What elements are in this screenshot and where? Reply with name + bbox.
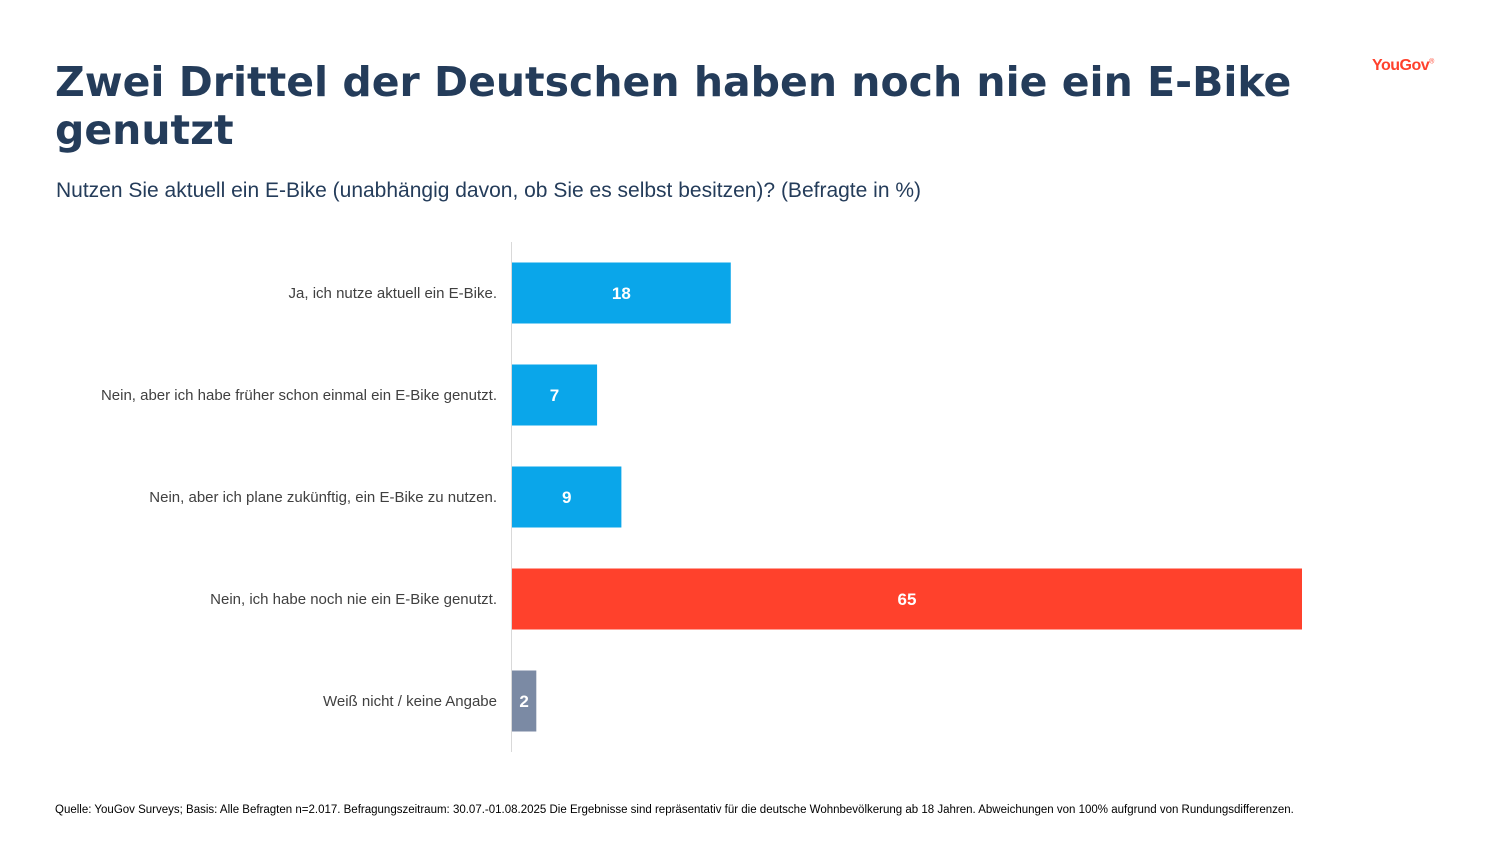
logo-text: YouGov <box>1372 57 1430 74</box>
category-label: Nein, aber ich habe früher schon einmal … <box>101 387 497 404</box>
bar-value-label: 9 <box>562 488 571 507</box>
category-label: Ja, ich nutze aktuell ein E-Bike. <box>289 285 497 302</box>
bar <box>512 670 537 732</box>
bar-value-label: 2 <box>519 692 528 711</box>
bar <box>512 262 731 324</box>
source-note: Quelle: YouGov Surveys; Basis: Alle Befr… <box>55 804 1294 816</box>
chart-question: Nutzen Sie aktuell ein E-Bike (unabhängi… <box>56 179 921 202</box>
bar <box>512 364 598 426</box>
category-label: Weiß nicht / keine Angabe <box>323 693 497 710</box>
bar-value-label: 7 <box>550 386 559 405</box>
bar <box>512 568 1302 630</box>
page-title: Zwei Drittel der Deutschen haben noch ni… <box>55 58 1292 154</box>
bar <box>512 466 622 528</box>
logo-registered-mark: ® <box>1429 58 1434 66</box>
bar-chart: Ja, ich nutze aktuell ein E-Bike. 18 Nein,… <box>101 242 1302 752</box>
bar-value-label: 18 <box>612 284 631 303</box>
bar-value-label: 65 <box>898 590 917 609</box>
category-label: Nein, aber ich plane zukünftig, ein E-Bi… <box>149 489 497 506</box>
category-label: Nein, ich habe noch nie ein E-Bike genut… <box>210 591 497 608</box>
yougov-logo: YouGov® <box>1372 57 1434 75</box>
bars-group: Ja, ich nutze aktuell ein E-Bike. 18 Nein,… <box>101 262 1302 732</box>
